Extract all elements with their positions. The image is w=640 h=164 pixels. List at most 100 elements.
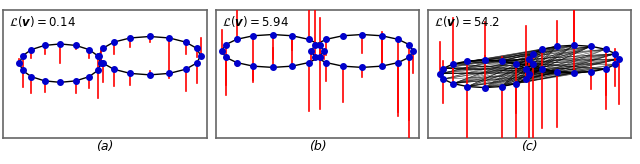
- Point: [310, 56, 321, 59]
- Point: [376, 34, 387, 37]
- Point: [521, 67, 531, 70]
- Point: [462, 85, 472, 88]
- Point: [569, 44, 579, 47]
- Point: [84, 75, 94, 78]
- Point: [180, 68, 191, 71]
- Point: [84, 48, 94, 51]
- Point: [357, 66, 367, 69]
- Point: [448, 63, 458, 65]
- Point: [109, 41, 119, 43]
- Point: [552, 71, 562, 73]
- Text: $\mathcal{L}(\boldsymbol{v}) = 54.2$: $\mathcal{L}(\boldsymbol{v}) = 54.2$: [434, 14, 499, 29]
- Point: [479, 86, 490, 89]
- Point: [600, 67, 611, 70]
- Point: [614, 58, 624, 60]
- Point: [40, 44, 50, 47]
- Text: $\mathcal{L}(\boldsymbol{v}) = 0.14$: $\mathcal{L}(\boldsymbol{v}) = 0.14$: [10, 14, 76, 29]
- Point: [357, 33, 367, 36]
- Point: [26, 48, 36, 51]
- Point: [511, 63, 522, 65]
- Point: [98, 62, 108, 64]
- Point: [164, 37, 174, 39]
- Point: [70, 44, 81, 47]
- Point: [524, 58, 534, 60]
- Point: [26, 75, 36, 78]
- Point: [611, 63, 621, 66]
- Point: [93, 54, 104, 57]
- Point: [17, 54, 28, 57]
- Point: [306, 50, 316, 52]
- Point: [319, 50, 329, 52]
- Point: [611, 52, 621, 55]
- Point: [248, 34, 259, 37]
- Text: (c): (c): [521, 140, 538, 153]
- Point: [314, 43, 324, 46]
- Point: [268, 66, 278, 69]
- Text: (a): (a): [96, 140, 114, 153]
- Point: [55, 81, 65, 84]
- Point: [191, 47, 202, 50]
- Point: [17, 69, 28, 72]
- Point: [537, 48, 547, 51]
- Point: [191, 62, 202, 64]
- Point: [448, 82, 458, 85]
- Point: [303, 38, 314, 41]
- Point: [303, 61, 314, 64]
- Text: $\mathcal{L}(\boldsymbol{v}) = 5.94$: $\mathcal{L}(\boldsymbol{v}) = 5.94$: [222, 14, 289, 29]
- Text: (b): (b): [308, 140, 326, 153]
- Point: [125, 37, 136, 39]
- Point: [164, 72, 174, 75]
- Point: [552, 45, 562, 48]
- Point: [287, 34, 297, 37]
- Point: [55, 43, 65, 45]
- Point: [404, 43, 414, 46]
- Point: [321, 38, 332, 41]
- Point: [404, 56, 414, 59]
- Point: [40, 80, 50, 82]
- Point: [497, 85, 507, 88]
- Point: [527, 63, 538, 66]
- Point: [93, 69, 103, 72]
- Point: [310, 43, 321, 46]
- Point: [338, 34, 348, 37]
- Point: [586, 45, 596, 48]
- Point: [109, 68, 119, 71]
- Point: [287, 65, 297, 67]
- Point: [145, 73, 155, 76]
- Point: [268, 33, 278, 36]
- Point: [221, 56, 231, 59]
- Point: [586, 71, 596, 73]
- Point: [497, 60, 507, 62]
- Point: [479, 59, 490, 61]
- Point: [527, 52, 538, 55]
- Point: [408, 50, 418, 52]
- Point: [145, 35, 155, 38]
- Point: [232, 38, 242, 41]
- Point: [232, 61, 242, 64]
- Point: [221, 43, 231, 46]
- Point: [195, 54, 205, 57]
- Point: [98, 47, 108, 50]
- Point: [393, 61, 403, 64]
- Point: [600, 48, 611, 51]
- Point: [125, 72, 136, 75]
- Point: [338, 65, 348, 67]
- Point: [321, 61, 332, 64]
- Point: [438, 67, 448, 70]
- Point: [438, 78, 448, 80]
- Point: [537, 67, 547, 70]
- Point: [70, 80, 81, 82]
- Point: [248, 65, 259, 67]
- Point: [96, 62, 106, 64]
- Point: [217, 50, 227, 52]
- Point: [180, 41, 191, 43]
- Point: [524, 72, 534, 75]
- Point: [314, 56, 324, 59]
- Point: [569, 72, 579, 74]
- Point: [376, 65, 387, 67]
- Point: [393, 38, 403, 41]
- Point: [14, 62, 24, 64]
- Point: [435, 72, 445, 75]
- Point: [521, 78, 531, 80]
- Point: [511, 82, 522, 85]
